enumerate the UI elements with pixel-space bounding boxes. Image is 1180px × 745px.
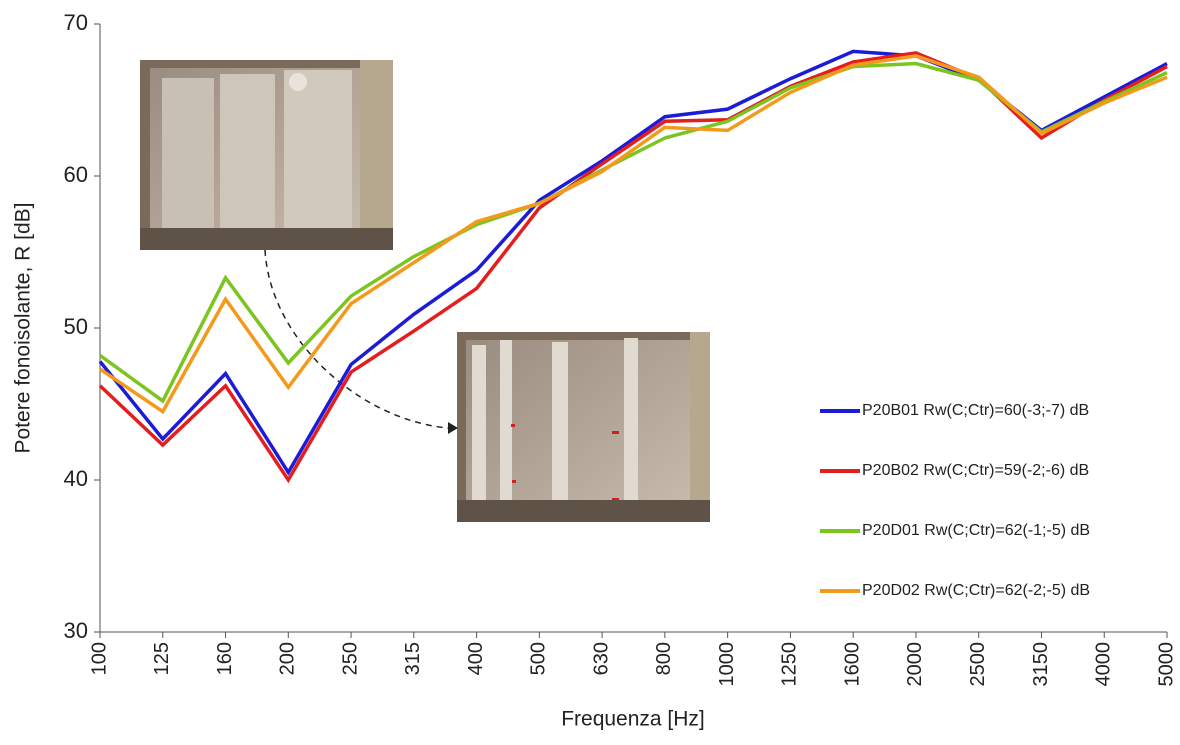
legend-label: P20B01 Rw(C;Ctr)=60(-3;-7) dB — [862, 402, 1089, 419]
series-line — [99, 54, 1168, 415]
y-tick-label: 60 — [64, 162, 88, 187]
x-tick-label: 400 — [465, 642, 487, 675]
x-tick-label: 2500 — [967, 642, 989, 687]
x-tick-label: 500 — [528, 642, 550, 675]
legend-label: P20D02 Rw(C;Ctr)=62(-2;-5) dB — [862, 582, 1090, 599]
x-tick-label: 1600 — [841, 642, 863, 687]
x-tick-label: 125 — [151, 642, 173, 675]
arrow-head — [448, 422, 458, 434]
photo-inset — [140, 60, 393, 250]
y-tick-label: 70 — [64, 10, 88, 35]
x-tick-label: 1250 — [779, 642, 801, 687]
x-tick-label: 630 — [590, 642, 612, 675]
x-tick-label: 315 — [402, 642, 424, 675]
legend-label: P20B02 Rw(C;Ctr)=59(-2;-6) dB — [862, 462, 1089, 479]
x-tick-label: 160 — [214, 642, 236, 675]
photo-inset — [457, 332, 710, 522]
x-tick-label: 3150 — [1030, 642, 1052, 687]
x-tick-label: 2000 — [904, 642, 926, 687]
x-axis-label: Frequenza [Hz] — [561, 708, 705, 731]
x-tick-label: 4000 — [1093, 642, 1115, 687]
legend-label: P20D01 Rw(C;Ctr)=62(-1;-5) dB — [862, 522, 1090, 539]
x-tick-label: 200 — [277, 642, 299, 675]
y-tick-label: 40 — [64, 466, 88, 491]
y-tick-label: 50 — [64, 314, 88, 339]
arrow — [264, 249, 449, 429]
x-tick-label: 250 — [339, 642, 361, 675]
x-tick-label: 1000 — [716, 642, 738, 687]
x-tick-label: 100 — [88, 642, 110, 675]
x-tick-label: 5000 — [1155, 642, 1177, 687]
y-axis-label: Potere fonoisolante, R [dB] — [12, 203, 35, 454]
x-tick-label: 800 — [653, 642, 675, 675]
y-tick-label: 30 — [64, 618, 88, 643]
